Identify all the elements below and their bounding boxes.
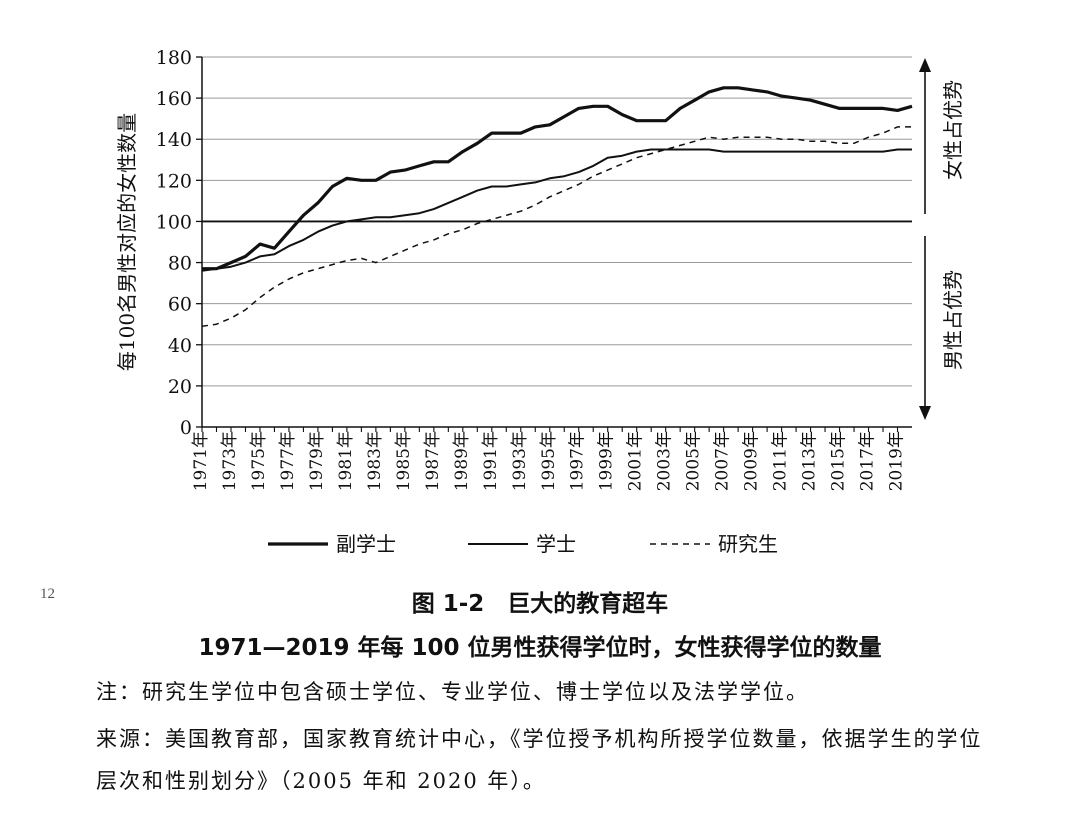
lower-arrow-head (919, 406, 931, 420)
x-tick-label: 2013年 (800, 431, 820, 491)
series-line-1 (201, 148, 912, 272)
legend-label-graduate: 研究生 (718, 532, 778, 556)
x-tick-label: 2009年 (742, 431, 762, 491)
x-tick-label: 1981年 (336, 431, 356, 491)
line-chart: 0 20 40 60 80 100 120 140 160 180 1971年 1973年 1975年… (115, 47, 965, 556)
region-label-lower: 男性占优势 (941, 270, 965, 370)
legend-label-bachelor: 学士 (536, 532, 576, 556)
region-indicator: 女性占优势 男性占优势 (919, 58, 965, 420)
x-tick-label: 1999年 (597, 431, 617, 491)
x-tick-label: 1977年 (278, 431, 298, 491)
figure-note: 注：研究生学位中包含硕士学位、专业学位、博士学位以及法学学位。 (96, 680, 809, 704)
upper-arrow-head (919, 58, 931, 72)
x-tick-label: 1983年 (365, 431, 385, 491)
x-tick-label: 2011年 (771, 431, 791, 491)
y-tick-label: 40 (168, 335, 192, 357)
y-tick-label: 0 (180, 417, 192, 439)
x-axis-ticks: 1971年 1973年 1975年 1977年 1979年 1981年 1983年 1985年… (191, 427, 907, 491)
x-tick-label: 1991年 (481, 431, 501, 491)
x-tick-label: 1971年 (191, 431, 211, 491)
y-tick-label: 100 (156, 211, 192, 233)
x-tick-label: 2017年 (858, 431, 878, 491)
series-lines (201, 86, 913, 328)
x-tick-label: 1973年 (220, 431, 240, 491)
x-tick-label: 1995年 (539, 431, 559, 491)
series-line-2 (201, 126, 912, 328)
x-tick-label: 1979年 (307, 431, 327, 491)
y-tick-label: 80 (168, 253, 192, 275)
region-label-upper: 女性占优势 (941, 80, 965, 180)
x-tick-label: 1987年 (423, 431, 443, 491)
series-line-0 (202, 86, 913, 271)
x-tick-label: 2003年 (655, 431, 675, 491)
page-number: 12 (40, 586, 55, 602)
x-tick-label: 2001年 (626, 431, 646, 491)
legend-label-associate: 副学士 (336, 532, 396, 556)
x-tick-label: 2019年 (887, 431, 907, 491)
y-tick-label: 180 (156, 47, 192, 69)
y-axis-label: 每100名男性对应的女性数量 (115, 113, 139, 371)
x-tick-label: 1989年 (452, 431, 472, 491)
y-tick-label: 160 (156, 88, 192, 110)
figure-subtitle: 1971—2019 年每 100 位男性获得学位时，女性获得学位的数量 (198, 635, 882, 661)
x-tick-label: 2005年 (684, 431, 704, 491)
figure-title: 图 1-2 巨大的教育超车 (411, 591, 669, 617)
y-axis-ticks: 0 20 40 60 80 100 120 140 160 180 (156, 47, 202, 439)
x-tick-label: 1975年 (249, 431, 269, 491)
legend: 副学士 学士 研究生 (268, 532, 778, 556)
x-tick-label: 2015年 (829, 431, 849, 491)
y-tick-label: 20 (168, 376, 192, 398)
x-tick-label: 2007年 (713, 431, 733, 491)
x-tick-label: 1997年 (568, 431, 588, 491)
figure-source: 来源：美国教育部，国家教育统计中心，《学位授予机构所授学位数量，依据学生的学位层… (96, 727, 983, 793)
y-tick-label: 120 (156, 170, 192, 192)
x-tick-label: 1993年 (510, 431, 530, 491)
y-tick-label: 140 (156, 129, 192, 151)
x-tick-label: 1985年 (394, 431, 414, 491)
y-tick-label: 60 (168, 294, 192, 316)
